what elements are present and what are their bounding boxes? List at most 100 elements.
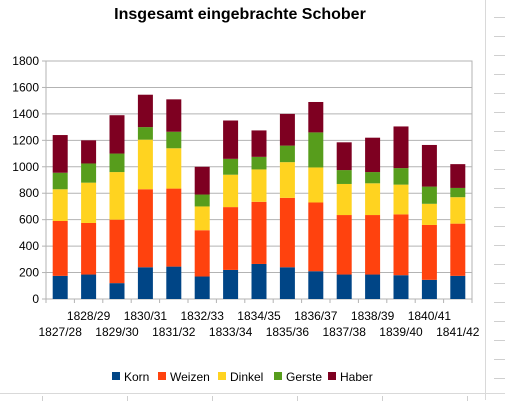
bar-weizen-1834-35 bbox=[251, 201, 267, 264]
chart-title: Insgesamt eingebrachte Schober bbox=[114, 6, 366, 23]
bar-dinkel-1835-36 bbox=[279, 162, 295, 198]
x-tick-label: 1827/28 bbox=[39, 325, 83, 339]
bar-korn-1833-34 bbox=[223, 269, 239, 299]
bar-gerste-1828-29 bbox=[81, 163, 97, 183]
bar-dinkel-1831-32 bbox=[166, 148, 182, 189]
x-tick-label: 1830/31 bbox=[124, 309, 168, 323]
bar-gerste-1833-34 bbox=[223, 158, 239, 175]
bar-haber-1828-29 bbox=[81, 140, 97, 164]
legend-swatch-haber bbox=[328, 372, 336, 380]
bar-haber-1827-28 bbox=[52, 135, 68, 173]
bar-weizen-1831-32 bbox=[166, 188, 182, 267]
spreadsheet-row-edge bbox=[485, 0, 505, 400]
bar-gerste-1838-39 bbox=[365, 172, 381, 184]
bar-korn-1829-30 bbox=[109, 283, 125, 299]
y-tick-label: 200 bbox=[19, 266, 39, 280]
bar-dinkel-1839-40 bbox=[393, 184, 409, 215]
bar-weizen-1829-30 bbox=[109, 219, 125, 284]
bar-korn-1841-42 bbox=[450, 275, 466, 299]
bar-gerste-1829-30 bbox=[109, 153, 125, 173]
bar-dinkel-1838-39 bbox=[365, 183, 381, 216]
bar-korn-1834-35 bbox=[251, 263, 267, 299]
bar-weizen-1835-36 bbox=[279, 197, 295, 268]
bar-dinkel-1841-42 bbox=[450, 197, 466, 224]
bar-korn-1828-29 bbox=[81, 274, 97, 299]
bar-gerste-1839-40 bbox=[393, 168, 409, 185]
bar-gerste-1827-28 bbox=[52, 172, 68, 190]
bar-korn-1837-38 bbox=[336, 274, 352, 299]
bar-dinkel-1833-34 bbox=[223, 174, 239, 208]
bar-haber-1839-40 bbox=[393, 126, 409, 169]
bar-weizen-1841-42 bbox=[450, 223, 466, 276]
y-tick-label: 1800 bbox=[12, 54, 39, 68]
bar-korn-1836-37 bbox=[308, 271, 324, 299]
x-tick-label: 1835/36 bbox=[266, 325, 310, 339]
bar-korn-1835-36 bbox=[279, 267, 295, 299]
x-tick-label: 1838/39 bbox=[351, 309, 395, 323]
bar-korn-1831-32 bbox=[166, 266, 182, 299]
bar-korn-1840-41 bbox=[421, 279, 437, 299]
bar-gerste-1832-33 bbox=[194, 194, 210, 207]
bar-haber-1836-37 bbox=[308, 101, 324, 133]
x-tick-label: 1836/37 bbox=[294, 309, 338, 323]
y-tick-label: 800 bbox=[19, 186, 39, 200]
bar-haber-1838-39 bbox=[365, 137, 381, 173]
bar-haber-1832-33 bbox=[194, 166, 210, 195]
bar-korn-1827-28 bbox=[52, 275, 68, 299]
bar-haber-1831-32 bbox=[166, 99, 182, 132]
bar-gerste-1841-42 bbox=[450, 187, 466, 198]
y-tick-label: 600 bbox=[19, 213, 39, 227]
legend-swatch-weizen bbox=[158, 372, 166, 380]
bar-weizen-1838-39 bbox=[365, 215, 381, 275]
bar-weizen-1828-29 bbox=[81, 222, 97, 275]
bar-haber-1840-41 bbox=[421, 144, 437, 187]
bar-dinkel-1827-28 bbox=[52, 189, 68, 221]
y-tick-label: 400 bbox=[19, 239, 39, 253]
legend-swatch-gerste bbox=[274, 372, 282, 380]
bar-dinkel-1829-30 bbox=[109, 172, 125, 220]
x-tick-label: 1841/42 bbox=[436, 325, 480, 339]
x-tick-label: 1837/38 bbox=[323, 325, 367, 339]
legend-label-korn: Korn bbox=[124, 370, 149, 384]
x-tick-label: 1839/40 bbox=[379, 325, 423, 339]
y-tick-label: 1200 bbox=[12, 133, 39, 147]
bar-dinkel-1832-33 bbox=[194, 206, 210, 231]
bar-haber-1834-35 bbox=[251, 130, 267, 157]
bar-dinkel-1828-29 bbox=[81, 182, 97, 223]
bar-gerste-1834-35 bbox=[251, 156, 267, 170]
legend-label-gerste: Gerste bbox=[286, 370, 322, 384]
bar-weizen-1839-40 bbox=[393, 214, 409, 276]
bar-korn-1839-40 bbox=[393, 275, 409, 299]
x-tick-label: 1828/29 bbox=[67, 309, 111, 323]
bar-dinkel-1830-31 bbox=[137, 139, 153, 190]
x-tick-label: 1829/30 bbox=[95, 325, 139, 339]
bar-weizen-1833-34 bbox=[223, 207, 239, 270]
y-tick-label: 1000 bbox=[12, 160, 39, 174]
bar-gerste-1830-31 bbox=[137, 127, 153, 140]
bar-dinkel-1836-37 bbox=[308, 167, 324, 203]
x-tick-label: 1831/32 bbox=[152, 325, 196, 339]
bar-gerste-1840-41 bbox=[421, 186, 437, 204]
bar-weizen-1827-28 bbox=[52, 220, 68, 276]
bar-weizen-1832-33 bbox=[194, 230, 210, 277]
spreadsheet-column-edge bbox=[0, 393, 505, 401]
x-tick-label: 1833/34 bbox=[209, 325, 253, 339]
bar-dinkel-1840-41 bbox=[421, 203, 437, 225]
bar-weizen-1837-38 bbox=[336, 215, 352, 275]
legend-label-haber: Haber bbox=[340, 370, 373, 384]
bar-dinkel-1837-38 bbox=[336, 183, 352, 216]
bar-gerste-1835-36 bbox=[279, 145, 295, 163]
legend-label-weizen: Weizen bbox=[170, 370, 210, 384]
y-tick-label: 0 bbox=[32, 292, 39, 306]
legend-swatch-korn bbox=[112, 372, 120, 380]
bar-weizen-1836-37 bbox=[308, 202, 324, 272]
bar-korn-1832-33 bbox=[194, 276, 210, 299]
bar-korn-1830-31 bbox=[137, 267, 153, 299]
x-tick-label: 1832/33 bbox=[181, 309, 225, 323]
bar-haber-1833-34 bbox=[223, 120, 239, 159]
bar-weizen-1830-31 bbox=[137, 189, 153, 268]
bar-haber-1835-36 bbox=[279, 113, 295, 146]
x-tick-label: 1840/41 bbox=[408, 309, 452, 323]
bar-haber-1841-42 bbox=[450, 164, 466, 188]
